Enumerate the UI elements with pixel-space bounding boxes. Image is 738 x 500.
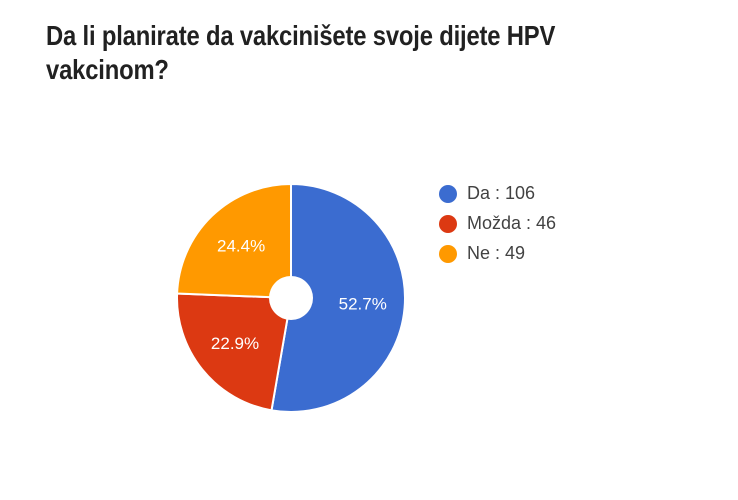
chart-title: Da li planirate da vakcinišete svoje dij… bbox=[46, 19, 555, 87]
pie-slice-ne[interactable] bbox=[176, 182, 292, 300]
slice-percent-label-ne: 24.4% bbox=[217, 237, 265, 256]
legend-label-mozda: Možda : 46 bbox=[467, 213, 557, 233]
legend-dot-mozda bbox=[439, 214, 457, 233]
legend-item-da[interactable]: Da : 106 bbox=[439, 184, 556, 203]
slice-percent-label-da: 52.7% bbox=[339, 295, 387, 314]
pie-slice-da[interactable] bbox=[270, 182, 406, 413]
legend-label-da: Da : 106 bbox=[467, 183, 536, 203]
legend-dot-da bbox=[439, 184, 457, 203]
pie-slice-mozda[interactable] bbox=[176, 292, 293, 412]
chart-title-line-1: Da li planirate da vakcinišete svoje dij… bbox=[46, 20, 556, 51]
legend-dot-ne bbox=[439, 244, 457, 263]
chart-title-line-2: vakcinom? bbox=[46, 54, 169, 85]
legend-label-ne: Ne : 49 bbox=[467, 243, 526, 263]
legend-item-ne[interactable]: Ne : 49 bbox=[439, 244, 556, 263]
chart-legend: Da : 106 Možda : 46 Ne : 49 bbox=[439, 184, 556, 263]
slice-percent-label-mozda: 22.9% bbox=[211, 334, 259, 353]
legend-item-mozda[interactable]: Možda : 46 bbox=[439, 214, 556, 233]
donut-hole bbox=[269, 276, 313, 320]
